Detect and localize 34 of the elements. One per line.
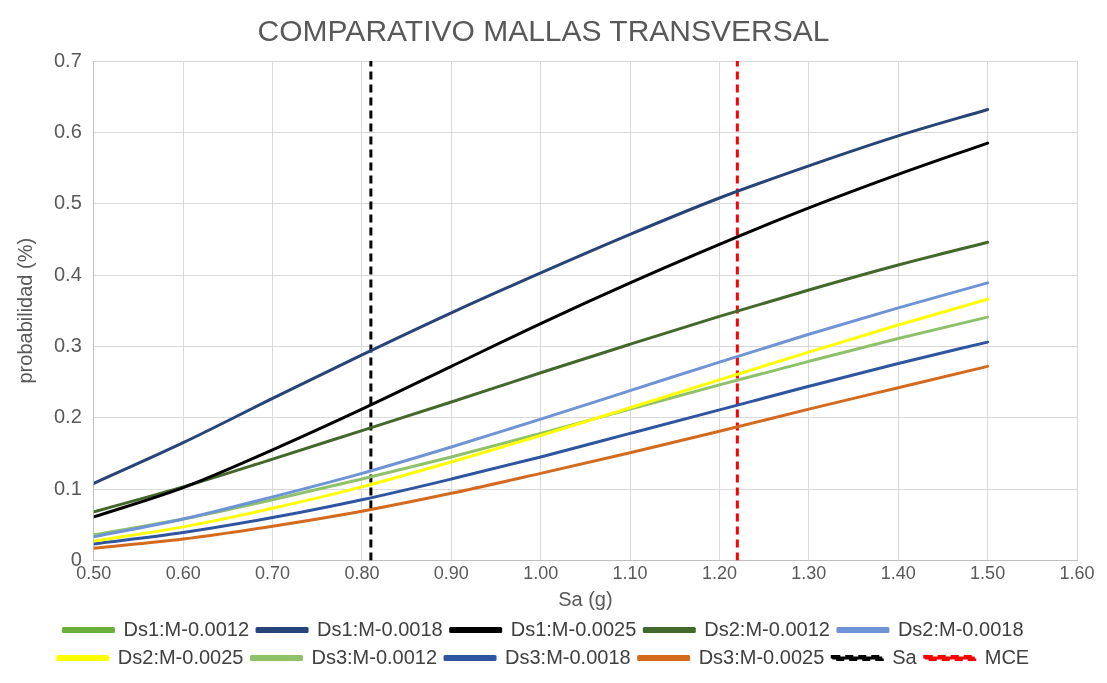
legend-label: Ds1:M-0.0012 [123, 617, 250, 640]
y-tick-label: 0.2 [53, 405, 82, 428]
x-tick-label: 1.50 [970, 563, 1006, 584]
y-tick-label: 0.4 [53, 262, 82, 285]
chart-title: COMPARATIVO MALLAS TRANSVERSAL [257, 14, 830, 48]
x-tick-label: 1.60 [1059, 563, 1095, 584]
legend-label: Ds3:M-0.0025 [698, 645, 825, 668]
x-tick-label: 1.10 [612, 563, 648, 584]
legend-label: Ds3:M-0.0018 [505, 645, 631, 668]
legend-label: Ds2:M-0.0025 [117, 645, 244, 668]
legend-label: Ds2:M-0.0018 [897, 617, 1024, 640]
legend-label: Sa [892, 645, 918, 668]
legend-label: Ds2:M-0.0012 [704, 617, 830, 640]
y-tick-label: 0.3 [53, 333, 82, 356]
x-tick-label: 1.00 [523, 563, 559, 584]
x-tick-label: 0.90 [433, 563, 469, 584]
y-axis-title: probabilidad (%) [13, 237, 36, 384]
x-tick-label: 0.80 [344, 563, 380, 584]
x-tick-label: 0.70 [255, 563, 291, 584]
legend-label: MCE [984, 645, 1030, 668]
line-series [93, 240, 990, 514]
y-tick-label: 0.1 [53, 476, 82, 499]
legend-label: Ds1:M-0.0018 [317, 617, 443, 640]
y-tick-label: 0.5 [53, 191, 82, 214]
legend-label: Ds1:M-0.0025 [510, 617, 637, 640]
x-tick-label: 1.40 [880, 563, 916, 584]
y-tick-label: 0.6 [53, 119, 82, 142]
x-tick-label: 1.30 [791, 563, 827, 584]
line-series [93, 108, 990, 485]
legend-label: Ds3:M-0.0012 [311, 645, 438, 668]
x-axis-title: Sa (g) [558, 587, 613, 610]
x-tick-label: 0.60 [165, 563, 201, 584]
x-tick-label: 1.20 [701, 563, 737, 584]
y-tick-label: 0.7 [53, 48, 82, 71]
